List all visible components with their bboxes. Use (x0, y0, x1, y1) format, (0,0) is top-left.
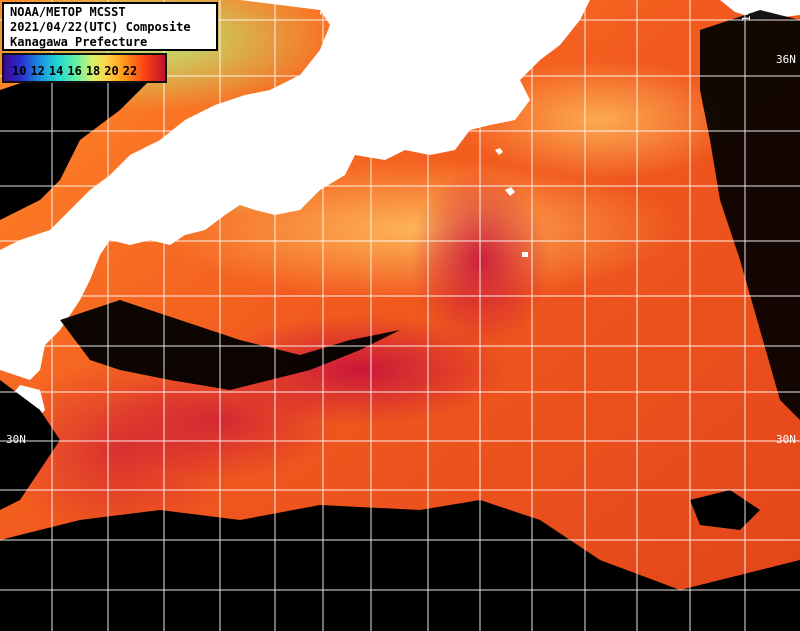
cloud-east-patch (690, 490, 760, 530)
cloud-west (0, 60, 150, 220)
colorbar-tick: 16 (67, 64, 82, 78)
cloud-east (700, 10, 800, 420)
lat-label-36n-right: 36N (776, 53, 796, 66)
title-line-1: NOAA/METOP MCSST (10, 5, 126, 19)
title-line-2: 2021/04/22(UTC) Composite (10, 20, 191, 34)
lat-label-30n-right: 30N (776, 433, 796, 446)
title-line-3: Kanagawa Prefecture (10, 35, 148, 49)
colorbar-tick: 14 (48, 64, 64, 78)
colorbar-tick-labels: 10 12 14 16 18 20 22 (12, 64, 141, 78)
land-japan (0, 0, 590, 380)
cloud-south (0, 500, 800, 631)
colorbar-tick: 22 (122, 64, 138, 78)
colorbar-tick: 18 (85, 64, 101, 78)
coastal-cool-band-east (460, 60, 740, 180)
cloud-southwest (0, 380, 60, 510)
lon-label-136e: 136E (318, 0, 331, 16)
lon-label-144e: 144E (740, 0, 753, 22)
cloud-band-mid (60, 300, 400, 390)
map-title-box: NOAA/METOP MCSST 2021/04/22(UTC) Composi… (2, 2, 218, 51)
colorbar-tick: 20 (104, 64, 119, 78)
lat-label-30n-left: 30N (6, 433, 26, 446)
colorbar-tick: 10 (12, 64, 27, 78)
southern-warm-pool (0, 360, 240, 540)
colorbar-tick: 12 (30, 64, 45, 78)
temperature-colorbar: 10 12 14 16 18 20 22 (2, 53, 167, 83)
